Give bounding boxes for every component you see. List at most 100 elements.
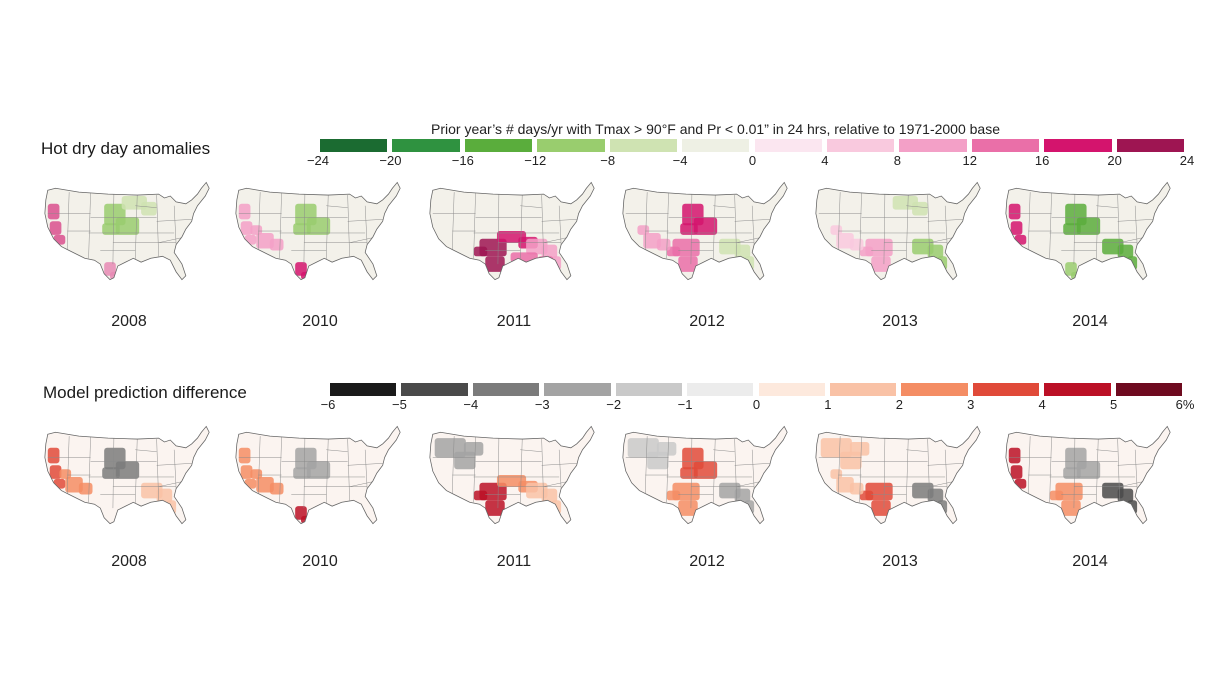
national-border — [44, 181, 210, 281]
state-border — [944, 449, 948, 489]
anomaly-region-southeast — [1127, 256, 1138, 270]
national-border — [429, 425, 595, 525]
anomaly-region-west-coast — [240, 221, 253, 235]
legend-swatch — [901, 383, 968, 396]
legend-swatch — [392, 139, 460, 152]
state-border — [156, 463, 192, 466]
state-border — [257, 436, 261, 495]
state-border — [713, 449, 735, 452]
anomaly-region-texas — [1061, 500, 1081, 516]
legend-swatch — [758, 383, 825, 396]
state-border — [906, 449, 928, 452]
state-border — [927, 195, 930, 257]
anomaly-region-southwest — [643, 232, 661, 249]
year-label: 2010 — [302, 553, 338, 570]
us-map-graphic — [429, 181, 595, 281]
us-map-graphic — [44, 425, 210, 525]
legend-swatch — [899, 139, 967, 152]
anomaly-region-west-coast — [1010, 221, 1023, 235]
us-map-graphic — [235, 181, 401, 281]
state-border — [497, 438, 500, 509]
anomaly-region-southeast — [1117, 244, 1134, 259]
anomaly-region-southeast — [541, 488, 558, 503]
state-border — [1049, 193, 1052, 259]
anomaly-region-southwest — [269, 238, 284, 251]
legend-swatch — [1116, 139, 1184, 152]
us-map-2012 — [618, 417, 793, 535]
legend-tick-label: 8 — [893, 153, 901, 168]
legend-tick-label: 4 — [1038, 397, 1046, 412]
state-border — [1096, 449, 1118, 452]
legend-tick-label: 0 — [752, 397, 761, 412]
state-border — [497, 194, 500, 265]
anomaly-region-central-plains — [693, 217, 718, 235]
state-border — [303, 194, 306, 265]
anomaly-region-west-coast — [47, 203, 60, 220]
anomaly-region-west-coast — [238, 447, 251, 464]
anomaly-region-southeast — [1127, 500, 1138, 514]
anomaly-region-southwest — [78, 482, 93, 495]
anomaly-region-southeast — [937, 500, 948, 514]
year-label: 2011 — [496, 313, 532, 330]
anomaly-region-southeast — [734, 488, 751, 503]
us-map-2014 — [1001, 417, 1176, 535]
top-legend-heading: Prior year’s # days/yr with Tmax > 90°F … — [431, 121, 1001, 137]
anomaly-region-north-west — [463, 441, 484, 456]
state-border — [364, 205, 368, 245]
anomaly-region-west-coast — [1008, 447, 1021, 464]
state-border — [690, 194, 693, 265]
state-border — [279, 437, 282, 503]
state-border — [1096, 205, 1118, 208]
state-border — [135, 205, 157, 208]
anomaly-region-central-plains — [1076, 461, 1101, 479]
state-border — [644, 436, 648, 495]
state-border — [1073, 438, 1076, 509]
us-map-graphic — [815, 181, 981, 281]
state-border — [837, 436, 841, 495]
anomaly-region-southeast — [744, 500, 755, 514]
national-border — [235, 425, 401, 525]
legend-swatch — [687, 383, 754, 396]
state-border — [666, 193, 669, 259]
national-border — [235, 181, 401, 281]
state-border — [666, 437, 669, 503]
legend-tick-label: −12 — [524, 153, 547, 168]
anomaly-region-north-west — [849, 441, 870, 456]
us-map-graphic — [44, 181, 210, 281]
anomaly-region-southwest — [656, 238, 671, 251]
anomaly-region-southeast — [156, 488, 173, 503]
legend-swatch — [972, 383, 1040, 396]
legend-swatch — [544, 383, 611, 396]
state-border — [303, 438, 306, 509]
anomaly-region-gulf-coast — [510, 252, 538, 263]
state-border — [1117, 219, 1153, 222]
legend-tick-label: 3 — [967, 397, 975, 412]
state-border — [1027, 436, 1031, 495]
us-map-2011 — [425, 417, 600, 535]
national-border — [44, 425, 210, 525]
us-map-2013 — [811, 173, 986, 291]
anomaly-region-west-coast — [1010, 465, 1023, 479]
us-map-2008 — [40, 173, 215, 291]
state-border — [1117, 439, 1120, 501]
legend-swatch — [401, 383, 468, 396]
year-label: 2013 — [882, 553, 918, 570]
state-border — [1134, 449, 1138, 489]
state-border — [927, 219, 963, 222]
top-panel-title: Hot dry day anomalies — [41, 139, 211, 158]
anomaly-region-texas — [485, 256, 505, 272]
state-border — [558, 205, 562, 245]
state-border — [156, 219, 192, 222]
legend-tick-label: 4 — [821, 153, 829, 168]
anomaly-region-southwest — [637, 225, 650, 235]
anomaly-region-north-west — [656, 441, 677, 456]
anomaly-region-texas — [473, 490, 488, 501]
anomaly-region-southeast — [166, 500, 177, 514]
state-border — [156, 439, 159, 501]
state-border — [859, 193, 862, 259]
legend-swatch — [682, 139, 750, 152]
legend-tick-label: 16 — [1034, 153, 1050, 168]
anomaly-region-north-west — [454, 451, 476, 470]
legend-swatch — [609, 139, 678, 152]
year-label: 2008 — [111, 553, 147, 570]
